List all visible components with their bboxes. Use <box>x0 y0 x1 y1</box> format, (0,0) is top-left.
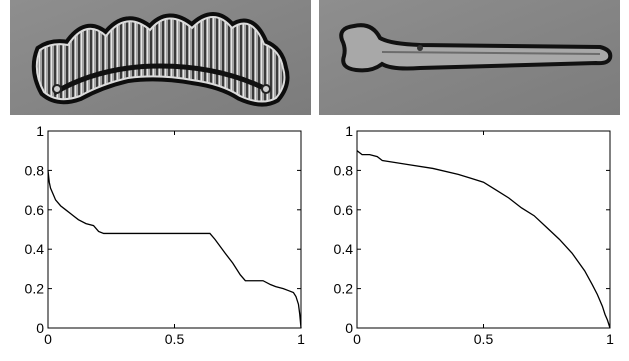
chart-left-x-tick-label: 0 <box>44 331 52 347</box>
micrograph-right <box>319 0 620 115</box>
chart-left-y-tick-label: 0.2 <box>25 281 45 297</box>
chart-left-tick-labels: 0 0.5 1 0 0.2 0.4 0.6 0.8 1 <box>25 123 306 347</box>
chart-left-y-tick-label: 0.8 <box>25 162 45 178</box>
chart-left-series-line <box>47 170 302 329</box>
chart-right-x-tick-label: 0 <box>353 331 361 347</box>
chart-right-y-tick-label: 0.6 <box>334 202 354 218</box>
micrograph-left <box>10 0 311 115</box>
chart-right-x-tick-label: 1 <box>606 331 614 347</box>
chart-left-x-tick-label: 0.5 <box>165 331 185 347</box>
chart-left-y-tick-label: 0 <box>36 320 44 336</box>
chart-right-y-tick-label: 0.8 <box>334 162 354 178</box>
chart-left-frame <box>47 130 302 329</box>
chart-left: 0 0.5 1 0 0.2 0.4 0.6 0.8 1 <box>25 123 306 347</box>
chart-right-tick-labels: 0 0.5 1 0 0.2 0.4 0.6 0.8 1 <box>334 123 615 347</box>
chart-right-series-line <box>356 150 611 329</box>
chart-right: 0 0.5 1 0 0.2 0.4 0.6 0.8 1 <box>334 123 615 347</box>
chart-right-y-tick-label: 1 <box>345 123 353 139</box>
chart-left-y-tick-label: 1 <box>36 123 44 139</box>
chart-right-frame <box>356 130 611 329</box>
chart-right-y-tick-label: 0.2 <box>334 281 354 297</box>
chart-left-y-tick-label: 0.6 <box>25 202 45 218</box>
chart-right-y-tick-label: 0 <box>345 320 353 336</box>
chart-left-y-tick-label: 0.4 <box>25 241 45 257</box>
chart-right-y-tick-label: 0.4 <box>334 241 354 257</box>
chart-left-x-tick-label: 1 <box>297 331 305 347</box>
chart-right-x-tick-label: 0.5 <box>474 331 494 347</box>
